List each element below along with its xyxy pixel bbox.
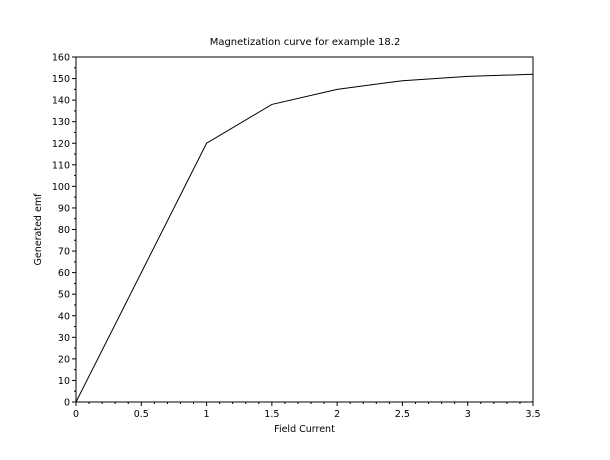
y-tick-label: 60 — [58, 268, 70, 279]
y-tick-label: 10 — [58, 376, 70, 387]
x-tick-label: 3.5 — [525, 409, 540, 420]
chart-title: Magnetization curve for example 18.2 — [210, 37, 401, 48]
x-tick-label: 2.5 — [395, 409, 410, 420]
x-tick-label: 0 — [73, 409, 79, 420]
x-tick-label: 1 — [204, 409, 210, 420]
series-line — [75, 73, 534, 403]
x-axis-title: Field Current — [274, 424, 335, 435]
y-tick-label: 80 — [58, 225, 70, 236]
y-tick-label: 150 — [52, 74, 70, 85]
y-tick-label: 120 — [52, 139, 70, 150]
y-tick-label: 160 — [52, 53, 70, 64]
y-axis-title: Generated emf — [33, 193, 44, 266]
y-tick-label: 70 — [58, 247, 70, 258]
y-tick-label: 50 — [58, 290, 70, 301]
y-tick-label: 20 — [58, 354, 70, 365]
x-tick-label: 0.5 — [134, 409, 149, 420]
x-tick-label: 3 — [465, 409, 471, 420]
x-axis: 0 0.5 1 1.5 2 2.5 3 3.5 — [73, 402, 541, 420]
y-tick-label: 90 — [58, 203, 70, 214]
x-tick-label: 1.5 — [264, 409, 279, 420]
x-tick-label: 2 — [334, 409, 340, 420]
y-tick-label: 100 — [52, 182, 70, 193]
y-axis: 0 10 20 30 40 50 60 70 80 90 100 110 120 130 140 150 160 — [52, 53, 76, 409]
y-tick-label: 0 — [64, 398, 70, 409]
y-tick-label: 130 — [52, 117, 70, 128]
y-tick-label: 30 — [58, 333, 70, 344]
plot-frame — [75, 56, 534, 403]
y-tick-label: 40 — [58, 311, 70, 322]
y-tick-label: 140 — [52, 96, 70, 107]
y-tick-label: 110 — [52, 160, 70, 171]
series-layer — [75, 73, 534, 403]
